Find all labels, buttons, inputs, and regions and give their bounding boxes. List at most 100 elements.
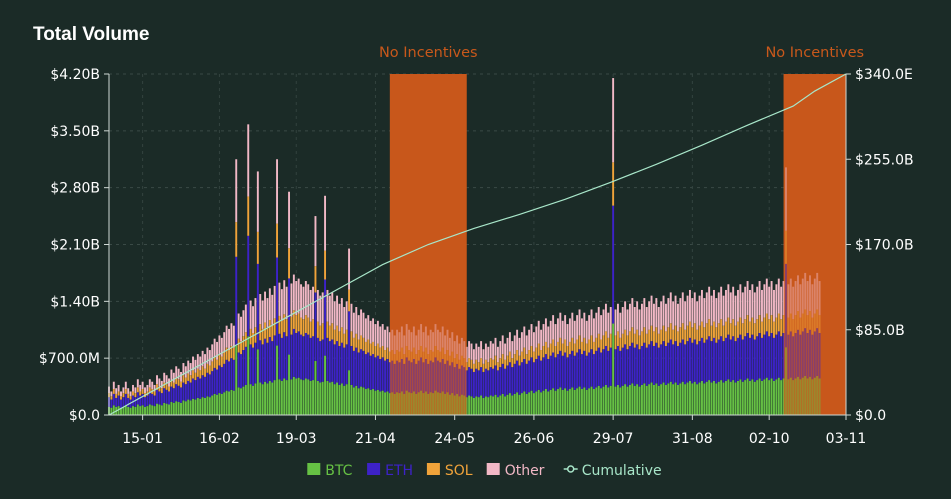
bar-other (602, 309, 605, 336)
bar-eth (614, 349, 617, 387)
bar-btc (544, 389, 547, 415)
x-tick-label: 16-02 (199, 431, 240, 447)
bar-other (132, 384, 134, 392)
bar-sol (523, 347, 526, 359)
bar-other (477, 346, 480, 363)
bar-sol (336, 325, 339, 342)
bar-eth (768, 336, 771, 381)
bar-eth (252, 347, 254, 386)
bar-eth (679, 342, 682, 384)
bar-eth (739, 334, 742, 380)
legend-item-eth[interactable]: ETH (367, 463, 413, 479)
bar-btc (648, 384, 651, 415)
bar-eth (691, 342, 694, 384)
bar-sol (597, 333, 600, 348)
bar-other (761, 289, 763, 322)
bar-sol (482, 363, 485, 372)
bar-other (607, 312, 610, 338)
bar-other (573, 320, 576, 344)
bar-eth (696, 344, 699, 385)
bar-eth (501, 363, 504, 394)
bar-btc (352, 387, 355, 415)
bar-other (278, 282, 281, 316)
bar-btc (597, 385, 600, 415)
bar-sol (160, 388, 163, 394)
bar-sol (177, 379, 180, 386)
bar-other (355, 307, 358, 334)
bar-eth (355, 347, 358, 386)
bar-sol (667, 327, 670, 343)
bar-sol (684, 329, 687, 345)
bar-sol (364, 341, 367, 355)
bar-eth (506, 365, 509, 395)
bar-btc (571, 387, 574, 415)
bar-other (314, 216, 317, 267)
legend-item-btc[interactable]: BTC (307, 463, 353, 479)
bar-other (504, 343, 507, 360)
bar-eth (763, 334, 766, 380)
bar-sol (187, 373, 190, 381)
bar-eth (302, 336, 305, 381)
bar-other (746, 281, 749, 316)
bar-eth (319, 341, 322, 383)
bar-eth (520, 362, 523, 394)
bar-other (559, 312, 562, 338)
bar-other (288, 191, 291, 249)
bar-btc (112, 405, 115, 415)
bar-btc (487, 397, 490, 415)
bar-other (679, 298, 682, 328)
bar-sol (384, 350, 387, 361)
bar-other (225, 325, 228, 348)
legend-swatch-icon (367, 463, 381, 475)
legend-item-other[interactable]: Other (486, 463, 545, 479)
bar-other (696, 301, 699, 330)
bar-other (604, 303, 607, 332)
bar-other (532, 332, 535, 352)
legend-item-cumulative[interactable]: Cumulative (563, 463, 662, 479)
bar-other (624, 301, 627, 330)
bar-sol (542, 345, 545, 358)
bar-sol (240, 341, 242, 355)
bar-other (674, 295, 677, 326)
y2-tick-label: $85.0B (855, 323, 905, 339)
bar-eth (177, 385, 180, 403)
bar-eth (609, 347, 612, 386)
y-tick-label: $3.50B (50, 124, 100, 140)
bar-sol (472, 363, 475, 372)
x-tick-label: 03-11 (826, 431, 867, 447)
bar-other (749, 289, 751, 322)
bar-eth (576, 352, 579, 389)
bar-other (177, 368, 180, 380)
bar-btc (475, 396, 478, 415)
y2-tick-label: $0.0 (855, 408, 886, 424)
y-tick-label: $2.80B (50, 181, 100, 197)
bar-eth (180, 387, 182, 403)
legend[interactable]: BTC ETH SOL Other Cumulative (307, 463, 662, 479)
bar-sol (715, 327, 718, 343)
bar-sol (206, 363, 209, 373)
bar-btc (746, 378, 749, 415)
bar-other (384, 329, 387, 351)
bar-eth (573, 355, 576, 390)
bar-eth (648, 344, 651, 385)
bar-other (556, 318, 559, 342)
bar-sol (604, 331, 607, 346)
bar-btc (717, 381, 720, 415)
bar-other (280, 289, 283, 321)
bar-other (580, 318, 583, 342)
bar-sol (189, 375, 192, 383)
bar-eth (374, 357, 377, 391)
bar-eth (237, 352, 240, 388)
bar-sol (761, 321, 763, 338)
bar-eth (225, 359, 228, 391)
bar-btc (117, 406, 120, 415)
bar-sol (112, 389, 115, 394)
legend-item-sol[interactable]: SOL (426, 463, 473, 479)
bar-sol (578, 335, 581, 350)
bar-btc (650, 382, 653, 415)
bar-sol (156, 384, 158, 390)
bar-other (362, 312, 365, 338)
bar-btc (513, 393, 516, 415)
bar-other (240, 316, 242, 342)
bar-sol (780, 319, 783, 337)
